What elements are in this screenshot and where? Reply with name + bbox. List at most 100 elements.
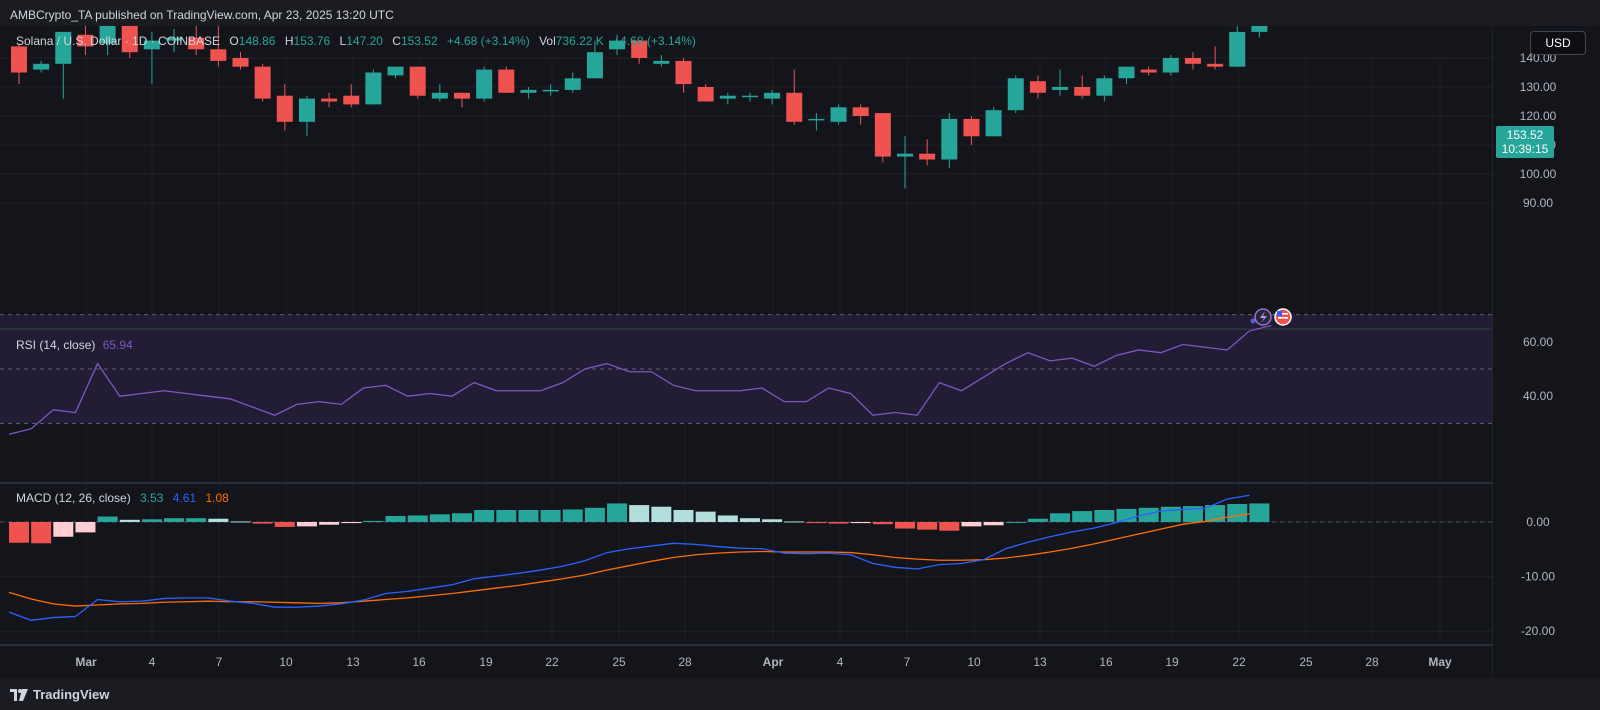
tradingview-logo-text: TradingView <box>33 687 110 702</box>
macd-histogram-bar <box>695 511 716 522</box>
macd-histogram-bar <box>961 522 982 527</box>
macd-histogram-bar <box>1005 522 1026 523</box>
tradingview-logo[interactable]: TradingView <box>10 687 109 702</box>
event-icons[interactable] <box>1250 308 1292 326</box>
time-tick-label: May <box>1428 655 1452 669</box>
candle-body <box>1074 87 1091 96</box>
macd-histogram-bar <box>629 505 650 522</box>
time-tick-label: 16 <box>412 655 426 669</box>
candle-body <box>963 118 980 137</box>
macd-histogram-bar <box>31 522 52 544</box>
macd-legend: MACD (12, 26, close) 3.53 4.61 1.08 <box>16 491 229 505</box>
macd-histogram-bar <box>1227 503 1248 522</box>
macd-histogram-bar <box>319 522 340 525</box>
candle-body <box>166 37 183 41</box>
macd-histogram-bar <box>252 522 273 524</box>
candle-body <box>1029 81 1046 93</box>
ohlc-l-value: 147.20 <box>346 34 383 48</box>
macd-histogram-bar <box>1027 518 1048 522</box>
time-tick-label: 13 <box>346 655 360 669</box>
rsi-tick-label: 40.00 <box>1523 389 1553 403</box>
macd-histogram-bar <box>939 522 960 531</box>
price-tick-label: 100.00 <box>1520 167 1557 181</box>
ohlc-h-value: 153.76 <box>293 34 330 48</box>
candle-body <box>232 58 249 67</box>
macd-histogram-bar <box>496 509 517 522</box>
rsi-legend: RSI (14, close) 65.94 <box>16 338 133 352</box>
macd-tick-label: 0.00 <box>1526 515 1550 529</box>
macd-line <box>8 494 1250 621</box>
macd-histogram-bar <box>1072 511 1093 522</box>
ohlc-l-label: L <box>340 34 347 48</box>
candle-body <box>786 92 803 122</box>
macd-histogram-bar <box>9 522 29 543</box>
candles <box>11 26 1268 189</box>
time-tick-label: Apr <box>763 655 784 669</box>
chart[interactable]: 90.00100.00110.00120.00130.00140.0040.00… <box>0 26 1600 678</box>
time-tick-label: 25 <box>612 655 626 669</box>
macd-histogram-bar <box>230 521 251 523</box>
candle-body <box>985 110 1002 137</box>
macd-histogram-bar <box>651 506 672 522</box>
candle-body <box>1207 63 1224 67</box>
price-axis[interactable]: 90.00100.00110.00120.00130.00140.0040.00… <box>1493 26 1600 678</box>
macd-hist-value: 1.08 <box>205 491 229 505</box>
ohlc-change: +4.68 (+3.14%) <box>447 34 530 48</box>
candle-body <box>542 89 559 92</box>
macd-histogram-bar <box>341 522 362 524</box>
candle-body <box>941 118 958 160</box>
candle-body <box>188 37 205 50</box>
candle-body <box>409 66 426 96</box>
candle-body <box>852 107 869 116</box>
candle-body <box>764 92 781 99</box>
macd-pane <box>0 494 1493 621</box>
candle-body <box>298 98 315 122</box>
macd-histogram-bar <box>452 513 472 522</box>
candle-body <box>564 78 581 90</box>
macd-histogram-bar <box>895 522 915 529</box>
countdown: 10:39:15 <box>1502 142 1549 156</box>
vol-label: Vol <box>539 34 556 48</box>
macd-histogram-bar <box>784 521 805 523</box>
candle-body <box>808 118 825 121</box>
pane-separators <box>0 26 1600 678</box>
time-tick-label: 22 <box>545 655 559 669</box>
macd-histogram-bar <box>828 522 849 524</box>
flag-canton <box>1277 311 1282 316</box>
time-tick-label: 28 <box>678 655 692 669</box>
candle-body <box>697 87 714 102</box>
vol-change: +4.68 (+3.14%) <box>613 34 696 48</box>
candle-body <box>631 40 648 58</box>
last-price: 153.52 <box>1507 128 1544 142</box>
currency-button[interactable]: USD <box>1530 31 1586 55</box>
candle-body <box>276 95 293 122</box>
time-axis[interactable]: Mar 4 7 10 13 16 19 22 25 28 Apr 4 7 10 13 16 19 22 25 28 Ma… <box>75 655 1452 669</box>
candle-body <box>719 95 736 99</box>
macd-histogram-bar <box>584 507 605 522</box>
candle-body <box>498 69 515 93</box>
macd-histogram-bar <box>739 518 760 522</box>
candle-body <box>1118 66 1135 79</box>
candle-body <box>143 40 160 50</box>
time-tick-label: 19 <box>1165 655 1179 669</box>
candle-body <box>586 52 603 79</box>
last-price-label: 153.52 10:39:15 <box>1496 126 1554 158</box>
macd-signal-line <box>8 513 1250 607</box>
tradingview-logo-icon <box>10 688 28 701</box>
time-tick-label: 10 <box>279 655 293 669</box>
price-tick-label: 90.00 <box>1523 196 1553 210</box>
ohlc-c-label: C <box>392 34 401 48</box>
macd-histogram-bar <box>407 515 428 522</box>
ohlc-c-value: 153.52 <box>401 34 438 48</box>
candle-body <box>1007 78 1024 111</box>
candle-body <box>919 153 936 160</box>
candle-body <box>609 40 626 50</box>
rsi-tick-label: 60.00 <box>1523 335 1553 349</box>
flag-stripes-2 <box>1278 317 1288 319</box>
candle-body <box>874 113 891 157</box>
dividend-icon[interactable] <box>1250 318 1256 324</box>
publisher-text: AMBCrypto_TA published on TradingView.co… <box>10 8 394 22</box>
rsi-line <box>8 324 1272 435</box>
macd-histogram-bar <box>1138 507 1159 522</box>
macd-histogram-bar <box>97 516 118 522</box>
